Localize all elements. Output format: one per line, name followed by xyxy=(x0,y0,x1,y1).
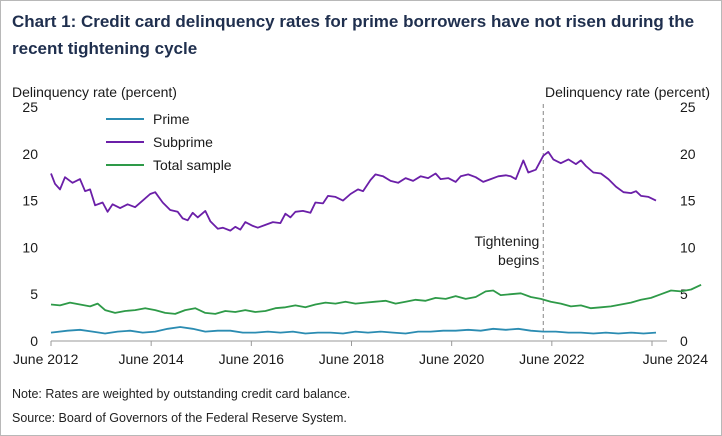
y-tick-label-left: 25 xyxy=(22,99,38,115)
y-tick-label-left: 5 xyxy=(30,286,38,302)
y-tick-label-left: 20 xyxy=(22,146,38,162)
y-tick-label-right: 0 xyxy=(680,333,688,349)
annotation-label-line1: Tightening xyxy=(474,233,539,249)
series-line-subprime xyxy=(50,150,657,232)
annotation-label-line2: begins xyxy=(498,252,539,268)
y-axis-label-left: Delinquency rate (percent) xyxy=(12,84,177,100)
y-tick-label-right: 25 xyxy=(680,99,696,115)
legend-label-total: Total sample xyxy=(153,157,232,173)
x-tick-label: June 2018 xyxy=(319,351,385,367)
series-line-prime xyxy=(50,326,657,335)
x-tick-label: June 2024 xyxy=(643,351,709,367)
y-tick-label-right: 20 xyxy=(680,146,696,162)
x-tick-label: June 2020 xyxy=(419,351,485,367)
x-tick-label: June 2016 xyxy=(219,351,285,367)
x-tick-label: June 2012 xyxy=(13,351,79,367)
y-axis-label-right: Delinquency rate (percent) xyxy=(545,84,710,100)
chart-source: Source: Board of Governors of the Federa… xyxy=(12,411,347,425)
y-tick-label-left: 0 xyxy=(30,333,38,349)
legend-label-prime: Prime xyxy=(153,111,190,127)
legend-label-subprime: Subprime xyxy=(153,134,213,150)
y-tick-label-right: 10 xyxy=(680,239,696,255)
series-line-total xyxy=(50,283,702,315)
y-tick-label-right: 15 xyxy=(680,193,696,209)
y-tick-label-left: 15 xyxy=(22,193,38,209)
y-tick-label-right: 5 xyxy=(680,286,688,302)
y-tick-label-left: 10 xyxy=(22,239,38,255)
x-tick-label: June 2022 xyxy=(519,351,585,367)
x-tick-label: June 2014 xyxy=(118,351,184,367)
chart-note: Note: Rates are weighted by outstanding … xyxy=(12,387,351,401)
chart-title: Chart 1: Credit card delinquency rates f… xyxy=(12,12,695,58)
